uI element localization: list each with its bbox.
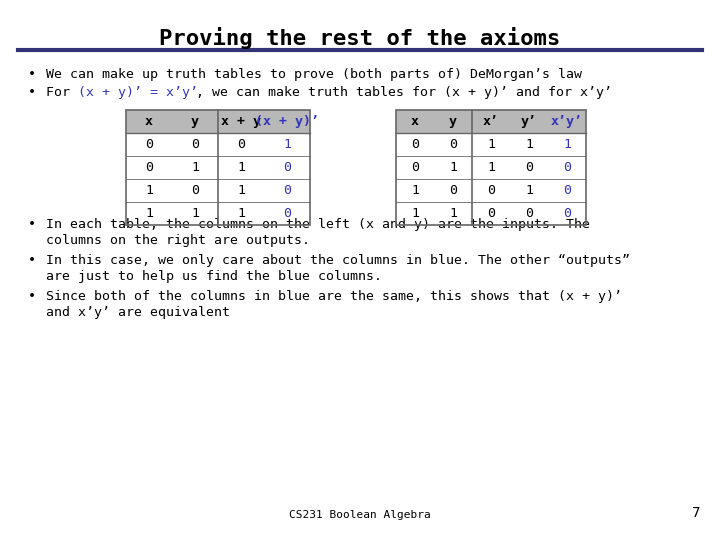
Text: 1: 1 — [487, 161, 495, 174]
Text: CS231 Boolean Algebra: CS231 Boolean Algebra — [289, 510, 431, 520]
Text: Since both of the columns in blue are the same, this shows that (x + y)’: Since both of the columns in blue are th… — [46, 290, 622, 303]
Text: 1: 1 — [411, 184, 419, 197]
Text: 1: 1 — [525, 184, 533, 197]
Text: For: For — [46, 86, 78, 99]
Text: 1: 1 — [191, 161, 199, 174]
Text: 1: 1 — [525, 138, 533, 151]
Text: 1: 1 — [411, 207, 419, 220]
Text: 0: 0 — [449, 184, 457, 197]
Text: 1: 1 — [449, 207, 457, 220]
Text: 1: 1 — [237, 184, 245, 197]
Bar — [126, 110, 310, 133]
Text: •: • — [28, 86, 36, 99]
Text: 0: 0 — [237, 138, 245, 151]
Bar — [396, 110, 586, 133]
Text: 1: 1 — [237, 207, 245, 220]
Text: 0: 0 — [191, 138, 199, 151]
Text: 0: 0 — [563, 161, 571, 174]
Text: 1: 1 — [237, 161, 245, 174]
Text: 0: 0 — [525, 207, 533, 220]
Text: (x + y)’ = x’y’: (x + y)’ = x’y’ — [78, 86, 198, 99]
Text: x: x — [411, 115, 419, 128]
Bar — [126, 110, 310, 225]
Text: columns on the right are outputs.: columns on the right are outputs. — [46, 234, 310, 247]
Text: 0: 0 — [411, 138, 419, 151]
Text: 1: 1 — [563, 138, 571, 151]
Text: x + y: x + y — [221, 115, 261, 128]
Bar — [396, 110, 586, 225]
Text: We can make up truth tables to prove (both parts of) DeMorgan’s law: We can make up truth tables to prove (bo… — [46, 68, 582, 81]
Text: 0: 0 — [283, 207, 291, 220]
Text: 0: 0 — [145, 138, 153, 151]
Text: y’: y’ — [521, 115, 537, 128]
Text: (x + y)’: (x + y)’ — [255, 115, 319, 128]
Text: In each table, the columns on the left (x and y) are the inputs. The: In each table, the columns on the left (… — [46, 218, 590, 231]
Text: 0: 0 — [563, 207, 571, 220]
Text: 1: 1 — [145, 207, 153, 220]
Text: 1: 1 — [191, 207, 199, 220]
Text: 0: 0 — [487, 184, 495, 197]
Text: 0: 0 — [283, 161, 291, 174]
Text: x’y’: x’y’ — [551, 115, 583, 128]
Text: •: • — [28, 68, 36, 81]
Text: 1: 1 — [283, 138, 291, 151]
Text: 0: 0 — [283, 184, 291, 197]
Text: x’: x’ — [483, 115, 499, 128]
Text: x: x — [145, 115, 153, 128]
Text: 1: 1 — [449, 161, 457, 174]
Text: , we can make truth tables for (x + y)’ and for x’y’: , we can make truth tables for (x + y)’ … — [197, 86, 613, 99]
Text: 0: 0 — [449, 138, 457, 151]
Text: 0: 0 — [411, 161, 419, 174]
Text: 0: 0 — [487, 207, 495, 220]
Text: Proving the rest of the axioms: Proving the rest of the axioms — [159, 27, 561, 49]
Text: •: • — [28, 290, 36, 303]
Text: In this case, we only care about the columns in blue. The other “outputs”: In this case, we only care about the col… — [46, 254, 630, 267]
Text: y: y — [449, 115, 457, 128]
Text: 0: 0 — [145, 161, 153, 174]
Text: •: • — [28, 218, 36, 231]
Text: and x’y’ are equivalent: and x’y’ are equivalent — [46, 306, 230, 319]
Text: 1: 1 — [145, 184, 153, 197]
Text: 0: 0 — [525, 161, 533, 174]
Text: 1: 1 — [487, 138, 495, 151]
Text: 0: 0 — [191, 184, 199, 197]
Text: y: y — [191, 115, 199, 128]
Text: 7: 7 — [692, 506, 700, 520]
Text: •: • — [28, 254, 36, 267]
Text: are just to help us find the blue columns.: are just to help us find the blue column… — [46, 270, 382, 283]
Text: 0: 0 — [563, 184, 571, 197]
